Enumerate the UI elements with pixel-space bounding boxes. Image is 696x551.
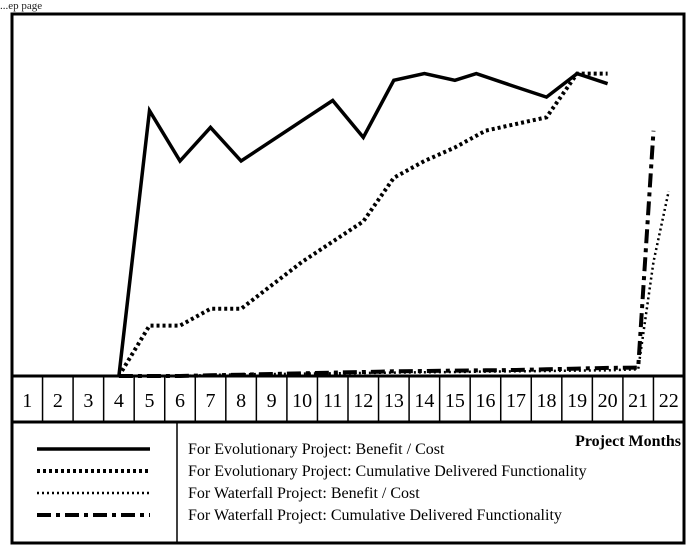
x-tick-label: 15 <box>445 390 465 412</box>
x-tick-label: 2 <box>53 390 63 412</box>
x-axis-title: Project Months <box>575 433 681 450</box>
page-header-fragment: ...ep page <box>0 0 43 12</box>
x-tick-label: 9 <box>267 390 277 412</box>
x-tick-label: 6 <box>175 390 185 412</box>
legend-label-2: For Evolutionary Project: Cumulative Del… <box>188 463 587 480</box>
legend-label-1: For Evolutionary Project: Benefit / Cost <box>188 441 445 458</box>
x-tick-label: 14 <box>414 390 434 412</box>
series-line-4 <box>118 130 656 378</box>
x-tick-label: 22 <box>659 390 679 412</box>
x-tick-label: 19 <box>567 390 587 412</box>
x-tick-label: 20 <box>598 390 618 412</box>
x-tick-label: 12 <box>353 390 373 412</box>
x-tick-label: 8 <box>236 390 246 412</box>
x-tick-label: 18 <box>537 390 557 412</box>
legend: For Evolutionary Project: Benefit / Cost… <box>37 441 587 524</box>
x-tick-label: 1 <box>22 390 32 412</box>
x-tick-label: 13 <box>384 390 404 412</box>
x-tick-label: 7 <box>206 390 216 412</box>
series-lines <box>117 71 670 378</box>
x-tick-label: 17 <box>506 390 526 412</box>
legend-label-4: For Waterfall Project: Cumulative Delive… <box>188 507 562 524</box>
chart-border <box>10 12 686 545</box>
month-cells: 1 2 3 4 5 6 7 8 9 10 11 12 13 14 15 16 17 18 19 20 21 22 <box>22 376 679 422</box>
x-tick-label: 11 <box>323 390 342 412</box>
legend-label-3: For Waterfall Project: Benefit / Cost <box>188 485 420 502</box>
x-tick-label: 5 <box>144 390 154 412</box>
x-tick-label: 10 <box>292 390 312 412</box>
x-tick-label: 21 <box>628 390 648 412</box>
x-tick-label: 3 <box>83 390 93 412</box>
x-tick-label: 16 <box>475 390 495 412</box>
x-tick-label: 4 <box>114 390 124 412</box>
series-line-1 <box>117 71 609 377</box>
